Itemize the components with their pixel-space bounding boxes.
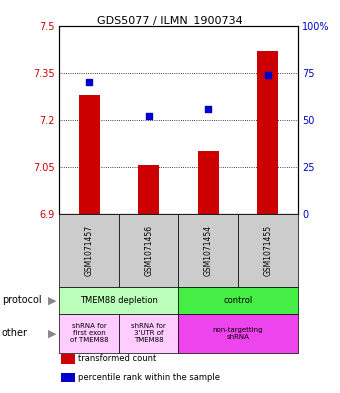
Text: TMEM88 depletion: TMEM88 depletion [80,296,158,305]
Point [86,79,92,85]
Text: shRNA for
3'UTR of
TMEM88: shRNA for 3'UTR of TMEM88 [131,323,166,343]
Bar [198,151,219,214]
Bar [79,95,100,214]
Text: GSM1071457: GSM1071457 [85,225,94,276]
Text: protocol: protocol [2,295,41,305]
Text: GSM1071455: GSM1071455 [263,225,272,276]
Point [265,72,271,78]
Bar [257,51,278,214]
Text: transformed count: transformed count [78,354,156,363]
Text: GSM1071456: GSM1071456 [144,225,153,276]
Text: GSM1071454: GSM1071454 [204,225,213,276]
Text: ▶: ▶ [48,328,56,338]
Text: other: other [2,328,28,338]
Text: ▶: ▶ [48,295,56,305]
Point [146,113,152,119]
Text: shRNA for
first exon
of TMEM88: shRNA for first exon of TMEM88 [70,323,108,343]
Text: percentile rank within the sample: percentile rank within the sample [78,373,220,382]
Text: control: control [223,296,253,305]
Bar [138,165,159,214]
Text: GDS5077 / ILMN_1900734: GDS5077 / ILMN_1900734 [97,15,243,26]
Text: non-targetting
shRNA: non-targetting shRNA [213,327,263,340]
Point [205,105,211,112]
